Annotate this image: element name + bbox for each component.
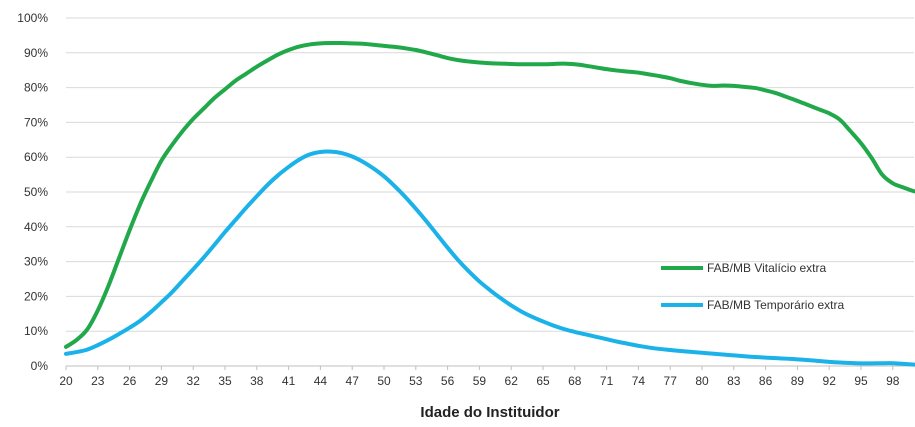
x-tick-label: 41: [282, 374, 296, 388]
x-tick-label: 35: [218, 374, 232, 388]
y-tick-label: 0%: [31, 359, 49, 373]
gridlines: [66, 17, 914, 332]
legend-label-vitalicio: FAB/MB Vitalício extra: [707, 261, 826, 275]
y-tick-label: 50%: [24, 185, 48, 199]
x-axis-ticks: 20 23 26 29 32 35 38 41 44 47 50 53 56 59 62 65 68 71 74 77…: [59, 366, 900, 388]
legend: FAB/MB Vitalício extra FAB/MB Temporário…: [661, 261, 844, 312]
x-axis-title: Idade do Instituidor: [420, 404, 559, 421]
x-tick-label: 32: [187, 374, 201, 388]
x-tick-label: 26: [123, 374, 137, 388]
x-tick-label: 47: [346, 374, 360, 388]
y-tick-label: 60%: [24, 150, 48, 164]
y-tick-label: 70%: [24, 115, 48, 129]
series-line-vitalicio: [64, 41, 915, 349]
y-tick-label: 10%: [24, 324, 48, 338]
x-tick-label: 20: [59, 374, 73, 388]
x-tick-label: 56: [441, 374, 455, 388]
x-tick-label: 38: [250, 374, 264, 388]
series-line-temporario: [64, 149, 915, 367]
y-tick-label: 80%: [24, 81, 48, 95]
x-tick-label: 68: [568, 374, 582, 388]
x-tick-label: 59: [473, 374, 487, 388]
x-tick-label: 95: [854, 374, 868, 388]
y-tick-label: 40%: [24, 220, 48, 234]
y-tick-label: 30%: [24, 255, 48, 269]
x-tick-label: 83: [727, 374, 741, 388]
x-tick-label: 98: [886, 374, 900, 388]
x-tick-label: 29: [155, 374, 169, 388]
x-tick-label: 92: [823, 374, 837, 388]
x-tick-label: 86: [759, 374, 773, 388]
x-tick-label: 50: [377, 374, 391, 388]
x-tick-label: 65: [536, 374, 550, 388]
y-tick-label: 100%: [17, 11, 48, 25]
x-tick-label: 74: [632, 374, 646, 388]
x-tick-label: 53: [409, 374, 423, 388]
x-tick-label: 44: [314, 374, 328, 388]
y-axis-ticks: 0% 10% 20% 30% 40% 50% 60% 70% 80% 90% 100%: [17, 11, 48, 373]
x-tick-label: 62: [505, 374, 519, 388]
x-tick-label: 80: [695, 374, 709, 388]
x-tick-label: 89: [791, 374, 805, 388]
x-tick-label: 77: [664, 374, 678, 388]
y-tick-label: 20%: [24, 289, 48, 303]
x-tick-label: 23: [91, 374, 105, 388]
series-lines: [64, 41, 915, 367]
legend-label-temporario: FAB/MB Temporário extra: [707, 298, 844, 312]
x-tick-label: 71: [600, 374, 614, 388]
y-tick-label: 90%: [24, 46, 48, 60]
